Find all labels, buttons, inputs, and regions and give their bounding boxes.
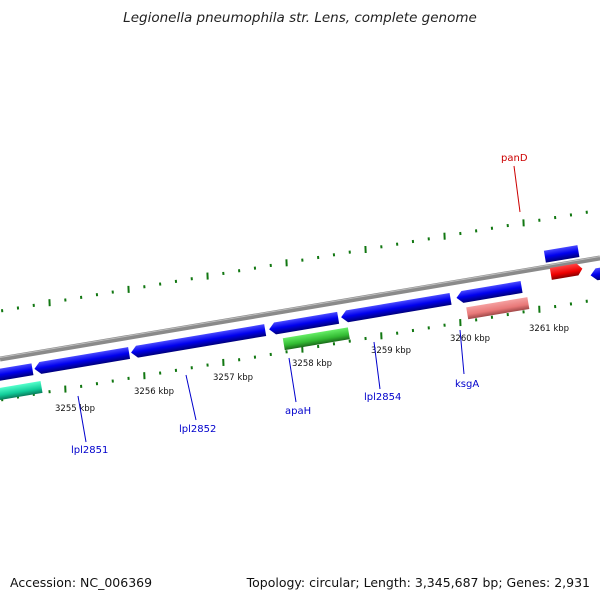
tick-label-3258: 3258 kbp [292, 359, 332, 369]
gene-label-lpl2854[interactable]: lpl2854 [364, 392, 401, 403]
leader-lpl2854 [373, 341, 381, 390]
accession-text: Accession: NC_006369 [10, 575, 153, 590]
tick-label-3257: 3257 kbp [213, 373, 253, 383]
gene-label-apaH[interactable]: apaH [285, 406, 311, 417]
gene-label-lpl2852[interactable]: lpl2852 [179, 424, 216, 435]
gene-cyan-left[interactable] [0, 381, 43, 402]
genome-backbone-highlight [0, 256, 600, 358]
gene-left-edge[interactable] [0, 363, 34, 383]
genome-title: Legionella pneumophila str. Lens, comple… [123, 10, 477, 26]
leader-ksgA [459, 329, 465, 375]
tick-label-3256: 3256 kbp [134, 387, 174, 397]
tick-label-3260: 3260 kbp [450, 334, 490, 344]
gene-apaH-arrow[interactable] [268, 311, 340, 335]
gene-right-edge[interactable] [590, 261, 600, 281]
gene-ksgA-arrow[interactable] [455, 281, 523, 304]
leader-panD [513, 165, 521, 213]
upper-tick-track [1, 210, 588, 313]
gene-panD-arrow[interactable] [543, 245, 580, 263]
gene-apaH-rna[interactable] [282, 327, 350, 351]
leader-apaH [288, 357, 297, 403]
lower-tick-track [1, 299, 588, 402]
genome-summary-text: Topology: circular; Length: 3,345,687 bp… [246, 575, 590, 590]
gene-label-lpl2851[interactable]: lpl2851 [71, 445, 108, 456]
gene-ksgA-box[interactable] [466, 297, 530, 320]
genome-backbone [0, 255, 600, 362]
gene-lpl2854-arrow[interactable] [340, 292, 452, 323]
tick-label-3261: 3261 kbp [529, 324, 569, 334]
leader-lpl2852 [185, 374, 197, 421]
tick-label-3255: 3255 kbp [55, 404, 95, 414]
gene-panD-box[interactable] [549, 263, 584, 280]
gene-lpl2852-arrow[interactable] [130, 324, 267, 358]
gene-label-ksgA[interactable]: ksgA [455, 379, 479, 390]
tick-label-3259: 3259 kbp [371, 346, 411, 356]
leader-lpl2851 [77, 395, 87, 443]
gene-label-panD[interactable]: panD [501, 153, 528, 164]
gene-lpl2851-arrow[interactable] [33, 347, 131, 375]
